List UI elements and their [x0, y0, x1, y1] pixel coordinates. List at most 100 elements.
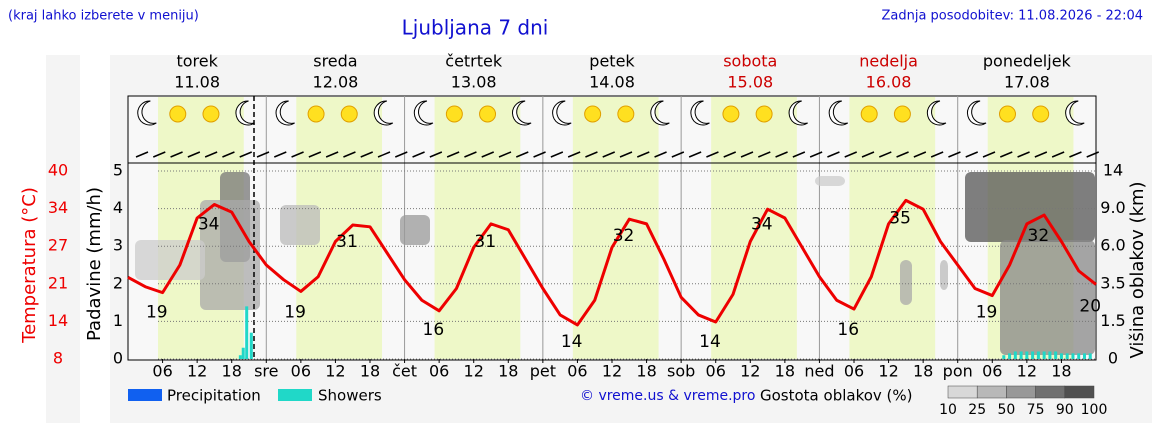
credit: © vreme.us & vreme.pro	[580, 388, 755, 404]
wind-barb	[965, 151, 979, 158]
wind-barb	[273, 151, 287, 158]
bar	[245, 306, 249, 359]
day-date: 16.08	[866, 73, 912, 92]
x-tick-label: 12	[878, 362, 898, 381]
moon-icon	[650, 100, 670, 126]
wind-barb	[775, 151, 788, 158]
x-tick-label: 06	[982, 362, 1002, 381]
wind-barb	[550, 151, 564, 158]
bar	[1025, 351, 1029, 359]
cloud-scale-label: 75	[1027, 402, 1045, 418]
x-tick-label: čet	[392, 362, 417, 381]
x-tick-label: 18	[775, 362, 795, 381]
x-tick-label: 06	[429, 362, 449, 381]
wind-barb	[533, 151, 546, 158]
x-tick-label: 06	[706, 362, 726, 381]
wind-barb	[412, 151, 425, 158]
wind-barb	[481, 151, 495, 158]
wind-barb	[706, 151, 719, 158]
temp-tick-label: 8	[53, 349, 63, 368]
moon-icon	[275, 100, 295, 126]
temp-label: 16	[837, 320, 859, 340]
temp-label: 14	[561, 332, 583, 352]
wind-barb	[343, 151, 356, 158]
day-name: petek	[589, 52, 635, 71]
moon-icon	[1065, 100, 1085, 126]
wind-barb	[844, 151, 858, 158]
wind-barb	[239, 151, 253, 158]
x-tick-label: 18	[498, 362, 518, 381]
x-tick-label: 18	[222, 362, 242, 381]
legend-swatch	[278, 389, 312, 401]
sun-icon	[617, 105, 635, 123]
bar	[1082, 353, 1086, 359]
wind-barb	[567, 151, 581, 158]
moon-icon	[235, 100, 255, 126]
wind-barb	[187, 151, 201, 158]
wind-barb	[1069, 151, 1082, 158]
day-date: 17.08	[1004, 73, 1050, 92]
wind-barb	[1086, 151, 1100, 158]
sun-icon	[998, 105, 1016, 123]
wind-barb	[602, 151, 616, 158]
wind-barb	[325, 151, 339, 158]
wind-barb	[999, 151, 1013, 158]
wind-barb	[982, 151, 996, 158]
sun-icon	[722, 105, 740, 123]
moon-icon	[413, 100, 434, 126]
temp-label: 19	[976, 302, 998, 322]
x-tick-label: 18	[913, 362, 933, 381]
day-date: 12.08	[313, 73, 359, 92]
sun-icon	[307, 105, 325, 123]
temp-tick-label: 27	[48, 236, 68, 255]
temp-label: 32	[1028, 226, 1050, 246]
wind-barb	[792, 151, 806, 158]
moon-icon	[137, 100, 157, 126]
wind-barb	[498, 151, 512, 158]
sun-icon	[202, 105, 220, 123]
wind-barb	[861, 151, 875, 158]
y2-tick-label: 1.5	[1100, 311, 1125, 330]
y2-tick-label: 6.0	[1100, 236, 1125, 255]
wind-barb	[619, 151, 633, 158]
cloud-scale-label: 25	[968, 402, 986, 418]
wind-barb	[256, 151, 270, 158]
bar	[1031, 351, 1035, 359]
x-tick-label: 18	[1051, 362, 1071, 381]
wind-barb	[913, 151, 927, 158]
y2-tick-label: 3.5	[1100, 273, 1125, 292]
sun-icon	[169, 105, 187, 123]
sun-icon	[479, 105, 497, 123]
x-tick-label: 12	[464, 362, 484, 381]
note: (kraj lahko izberete v meniju)	[8, 9, 199, 24]
cloud-cell	[400, 215, 430, 245]
temp-axis-title: Temperatura (°C)	[19, 187, 40, 344]
wind-barb	[636, 151, 650, 158]
x-tick-label: 06	[152, 362, 172, 381]
wind-barb	[896, 151, 909, 158]
wind-barb	[671, 151, 685, 158]
y2-tick-label: 14	[1103, 161, 1123, 180]
x-tick-label: pet	[530, 362, 556, 381]
day-date: 15.08	[727, 73, 773, 92]
day-name: sreda	[313, 52, 357, 71]
x-tick-label: 18	[360, 362, 380, 381]
temp-label: 19	[146, 302, 168, 322]
temp-tick-label: 40	[48, 161, 68, 180]
wind-barb	[204, 151, 218, 158]
cloud-cell	[200, 200, 260, 310]
x-tick-label: 06	[567, 362, 587, 381]
daylight-band	[711, 97, 797, 359]
x-tick-label: ned	[804, 362, 834, 381]
cloud-cell	[1000, 240, 1095, 355]
cloud-scale-title: Gostota oblakov (%)	[760, 387, 913, 405]
wind-barb	[827, 151, 840, 158]
y-tick-label: 4	[113, 198, 123, 217]
y-tick-label: 0	[113, 349, 123, 368]
bar	[1002, 355, 1006, 359]
cloud-scale-label: 100	[1081, 402, 1108, 418]
y-tick-label: 3	[113, 236, 123, 255]
moon-icon	[552, 100, 572, 126]
bar	[1059, 353, 1063, 359]
